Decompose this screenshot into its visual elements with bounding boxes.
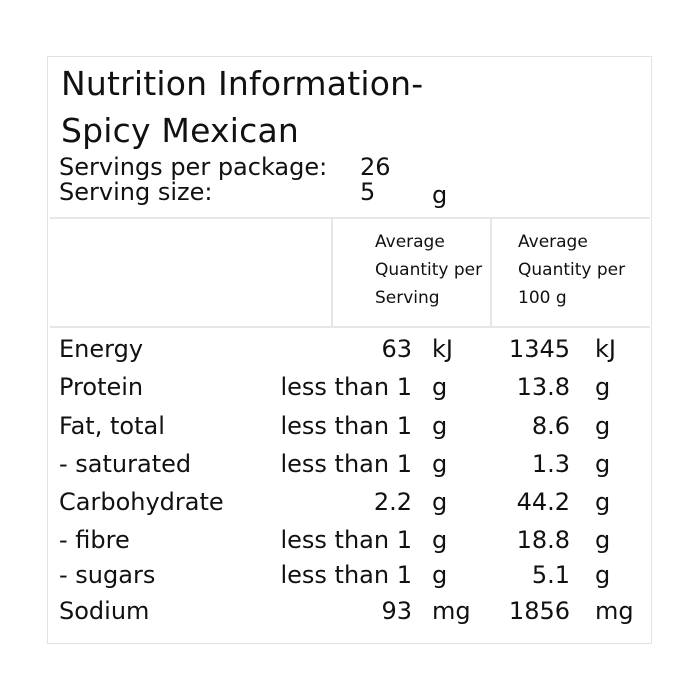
per-serving-unit: g bbox=[432, 526, 448, 554]
per-serving-value: less than 1 bbox=[280, 373, 412, 401]
col-serving-header-line-1: Average bbox=[375, 232, 445, 252]
nutrient-name: - fibre bbox=[59, 526, 130, 554]
per-serving-value: 63 bbox=[381, 335, 412, 363]
per-100g-unit: g bbox=[595, 526, 611, 554]
per-serving-unit: g bbox=[432, 561, 448, 589]
per-serving-unit: g bbox=[432, 450, 448, 478]
per-100g-unit: g bbox=[595, 373, 611, 401]
nutrition-panel bbox=[47, 56, 652, 644]
title-line-1: Nutrition Information- bbox=[61, 64, 424, 103]
nutrient-name: - saturated bbox=[59, 450, 192, 478]
per-100g-unit: g bbox=[595, 450, 611, 478]
col-100g-header-line-2: Quantity per bbox=[518, 260, 626, 280]
servings-per-package-value: 26 bbox=[360, 153, 391, 181]
per-serving-unit: g bbox=[432, 412, 448, 440]
per-100g-value: 44.2 bbox=[516, 488, 570, 516]
per-serving-value: less than 1 bbox=[280, 412, 412, 440]
per-serving-value: 2.2 bbox=[373, 488, 412, 516]
per-serving-value: less than 1 bbox=[280, 526, 412, 554]
per-serving-unit: g bbox=[432, 373, 448, 401]
serving-size-value: 5 bbox=[360, 178, 376, 206]
col-serving-header-line-3: Serving bbox=[375, 288, 440, 308]
nutrient-name: Carbohydrate bbox=[59, 488, 224, 516]
servings-per-package-label: Servings per package: bbox=[59, 153, 328, 181]
title-line-2: Spicy Mexican bbox=[61, 111, 299, 150]
per-serving-unit: kJ bbox=[432, 335, 453, 363]
per-100g-unit: kJ bbox=[595, 335, 616, 363]
per-100g-value: 8.6 bbox=[531, 412, 570, 440]
per-100g-value: 13.8 bbox=[516, 373, 570, 401]
nutrient-name: Protein bbox=[59, 373, 144, 401]
per-100g-value: 1856 bbox=[508, 597, 570, 625]
per-serving-value: less than 1 bbox=[280, 450, 412, 478]
header-divider bbox=[50, 217, 650, 219]
nutrient-name: Fat, total bbox=[59, 412, 165, 440]
nutrient-name: Sodium bbox=[59, 597, 150, 625]
serving-size-label: Serving size: bbox=[59, 178, 213, 206]
serving-size-unit: g bbox=[432, 181, 448, 209]
column-divider-100g bbox=[490, 217, 492, 328]
per-serving-value: 93 bbox=[381, 597, 412, 625]
per-100g-unit: g bbox=[595, 561, 611, 589]
per-100g-value: 1345 bbox=[508, 335, 570, 363]
per-serving-unit: g bbox=[432, 488, 448, 516]
col-100g-header-line-1: Average bbox=[518, 232, 588, 252]
per-serving-unit: mg bbox=[432, 597, 471, 625]
nutrient-name: Energy bbox=[59, 335, 144, 363]
per-100g-value: 5.1 bbox=[531, 561, 570, 589]
per-100g-unit: g bbox=[595, 488, 611, 516]
per-100g-unit: mg bbox=[595, 597, 634, 625]
per-100g-value: 1.3 bbox=[531, 450, 570, 478]
per-serving-value: less than 1 bbox=[280, 561, 412, 589]
nutrient-name: - sugars bbox=[59, 561, 156, 589]
col-serving-header-line-2: Quantity per bbox=[375, 260, 483, 280]
column-divider-serving bbox=[331, 217, 333, 328]
per-100g-value: 18.8 bbox=[516, 526, 570, 554]
table-header-divider bbox=[50, 326, 650, 328]
per-100g-unit: g bbox=[595, 412, 611, 440]
col-100g-header-line-3: 100 g bbox=[518, 288, 567, 308]
